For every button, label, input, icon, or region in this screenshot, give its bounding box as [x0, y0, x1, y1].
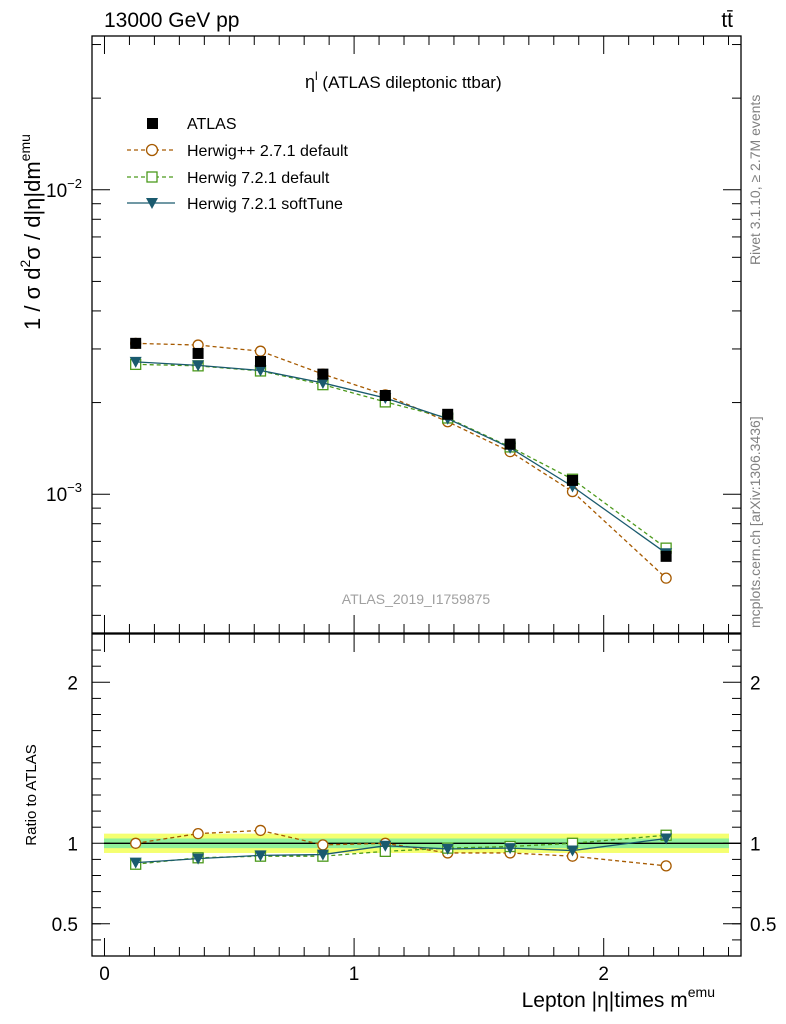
main-point-atlas: [192, 347, 204, 359]
main-point-atlas: [567, 474, 579, 486]
ylabel-part-4: emu: [17, 134, 33, 161]
legend-marker-herwig-default: [146, 171, 158, 183]
legend-item-herwig-pp: Herwig++ 2.7.1 default: [127, 143, 349, 160]
legend-item-herwig-default: Herwig 7.2.1 default: [127, 170, 330, 187]
main-point-herwig_soft: [254, 365, 267, 377]
legend-marker-herwig-pp: [145, 143, 159, 157]
main-panel: 10−310−2 ηl (ATLAS dileptonic ttbar) 1 /…: [17, 35, 742, 634]
ytick-base: 10: [46, 485, 67, 506]
ratio-panel: 0.5 0.5 1 1 2 2 0 1 2 Ratio to ATLAS Lepton |η|t…: [23, 633, 776, 1012]
ratio-ylabel: Ratio to ATLAS: [23, 744, 40, 845]
ratio-axis-ticks: 0.5 0.5 1 1 2 2 0 1 2: [52, 634, 776, 985]
ratio-series-herwig_soft: [129, 833, 673, 869]
ratio-point-herwig_pp: [192, 827, 204, 840]
ratio-point-herwig_pp: [317, 839, 329, 851]
ratio-line-herwig_default: [135, 834, 667, 865]
ratio-point-herwig_soft: [566, 845, 579, 857]
ratio-point-herwig_soft: [129, 857, 142, 869]
rivet-label: Rivet 3.1.10, ≥ 2.7M events: [747, 95, 763, 265]
xtick-label: 1: [349, 964, 360, 985]
ratio-ytick-label-left: 2: [67, 673, 78, 694]
ratio-point-herwig_soft: [254, 850, 267, 862]
main-series-atlas: [130, 337, 672, 562]
main-point-atlas: [254, 355, 266, 367]
ratio-point-herwig_soft: [192, 853, 205, 865]
title-eta: η: [305, 72, 315, 92]
xlabel-main: Lepton |η|times m: [522, 989, 688, 1012]
ratio-point-herwig_soft: [316, 849, 329, 861]
main-point-atlas: [504, 438, 516, 450]
legend-marker-atlas: [147, 118, 158, 129]
main-series-herwig_pp: [130, 337, 672, 584]
main-point-herwig_soft: [192, 360, 205, 372]
ytick-base: 10: [46, 181, 67, 202]
plot-title: ηl (ATLAS dileptonic ttbar): [305, 69, 502, 92]
main-ylabel: 1 / σ d2σ / d|η|dmemu: [17, 134, 45, 330]
main-series: [129, 337, 673, 584]
legend-label-herwig-default: Herwig 7.2.1 default: [187, 170, 330, 187]
ratio-ytick-label-right: 0.5: [750, 915, 776, 936]
legend-label-herwig-soft: Herwig 7.2.1 softTune: [187, 196, 343, 213]
main-point-herwig_pp: [254, 345, 267, 357]
title-rest: (ATLAS dileptonic ttbar): [318, 73, 502, 92]
title-sup: l: [315, 69, 318, 83]
main-series-herwig_default: [130, 358, 672, 554]
ratio-ytick-label-right: 2: [750, 673, 761, 694]
ratio-ytick-label-left: 0.5: [52, 915, 78, 936]
ratio-point-herwig_soft: [441, 843, 454, 855]
main-point-atlas: [442, 408, 454, 420]
main-ytick-label: 10−2: [46, 176, 82, 202]
ratio-ytick-label-right: 1: [750, 834, 761, 855]
main-axis-ticks: 10−310−2: [46, 36, 741, 633]
main-point-atlas: [660, 550, 672, 562]
ratio-point-herwig_soft: [379, 840, 392, 852]
ratio-series: [129, 824, 673, 872]
ytick-exp: −3: [67, 480, 82, 495]
ratio-point-herwig_soft: [504, 843, 517, 855]
main-point-herwig_soft: [129, 356, 142, 368]
legend-marker-herwig-soft: [146, 198, 158, 209]
xtick-label: 2: [598, 964, 609, 985]
mcplots-label: mcplots.cern.ch [arXiv:1306.3436]: [747, 416, 763, 628]
ylabel-part-3: σ / d|η|dm: [20, 161, 45, 259]
x-axis-label: Lepton |η|times memu: [522, 984, 715, 1012]
xtick-label: 0: [99, 964, 110, 985]
main-point-herwig_pp: [660, 572, 672, 584]
analysis-watermark: ATLAS_2019_I1759875: [342, 591, 491, 607]
legend-label-herwig-pp: Herwig++ 2.7.1 default: [187, 143, 349, 160]
process-label: tt̄: [721, 9, 733, 32]
xlabel-sup: emu: [688, 984, 715, 1000]
ratio-point-herwig_pp: [660, 860, 672, 872]
energy-label: 13000 GeV pp: [104, 9, 239, 32]
ratio-point-herwig_pp: [254, 824, 267, 837]
main-series-herwig_soft: [129, 356, 673, 560]
legend: ATLAS Herwig++ 2.7.1 default Herwig 7.2.…: [127, 116, 349, 213]
ylabel-part-1: 1 / σ d: [20, 268, 45, 331]
main-frame: [91, 35, 742, 634]
main-point-atlas: [317, 368, 329, 380]
main-ytick-label: 10−3: [46, 480, 82, 506]
ratio-ytick-label-left: 1: [67, 834, 78, 855]
ylabel-part-2: 2: [17, 260, 33, 268]
ratio-point-herwig_pp: [130, 837, 142, 849]
main-point-atlas: [130, 337, 142, 349]
ratio-frame: [91, 633, 742, 957]
main-point-atlas: [379, 389, 391, 401]
main-line-herwig_soft: [135, 361, 667, 554]
main-line-herwig_default: [135, 363, 667, 549]
legend-item-herwig-soft: Herwig 7.2.1 softTune: [127, 196, 343, 213]
ratio-point-herwig_soft: [660, 833, 673, 845]
legend-label-atlas: ATLAS: [187, 116, 237, 133]
main-line-herwig_pp: [135, 342, 667, 579]
legend-item-atlas: ATLAS: [147, 116, 237, 133]
ytick-exp: −2: [67, 176, 82, 191]
main-point-herwig_soft: [316, 377, 329, 389]
